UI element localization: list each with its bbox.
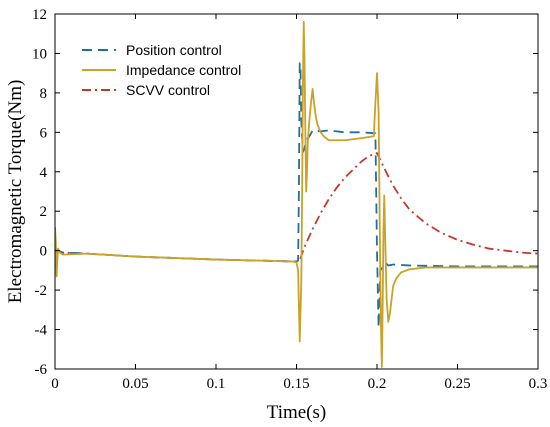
x-tick-label: 0.2	[368, 376, 387, 392]
legend-entry-label: Impedance control	[126, 62, 241, 78]
x-axis-ticks: 0 0.05 0.1 0.15 0.2 0.25 0.3	[51, 14, 547, 392]
legend-entry-label: Position control	[126, 42, 222, 58]
legend: Position control Impedance control SCVV co…	[78, 36, 274, 104]
y-axis-label: Electromagnetic Torque(Nm)	[5, 80, 26, 304]
y-tick-label: -4	[35, 323, 48, 339]
y-tick-label: 2	[40, 204, 48, 220]
series-layer	[55, 20, 538, 368]
x-tick-label: 0.25	[444, 376, 470, 392]
x-axis-label: Time(s)	[267, 402, 326, 423]
y-tick-label: 12	[32, 7, 47, 23]
y-tick-label: -2	[35, 283, 48, 299]
y-tick-label: 10	[32, 46, 47, 62]
x-tick-label: 0.3	[529, 376, 548, 392]
y-tick-label: 4	[40, 165, 48, 181]
y-tick-label: 8	[40, 86, 48, 102]
x-tick-label: 0.15	[283, 376, 309, 392]
x-tick-label: 0.05	[122, 376, 148, 392]
y-tick-label: 0	[40, 244, 48, 260]
y-tick-label: 6	[40, 125, 48, 141]
x-tick-label: 0	[51, 376, 59, 392]
x-tick-label: 0.1	[207, 376, 226, 392]
y-axis-ticks: -6 -4 -2 0 2 4 6 8 10 12	[32, 7, 538, 378]
legend-entry-label: SCVV control	[126, 82, 210, 98]
y-tick-label: -6	[35, 362, 48, 378]
series-line-impedance-control	[55, 20, 538, 368]
